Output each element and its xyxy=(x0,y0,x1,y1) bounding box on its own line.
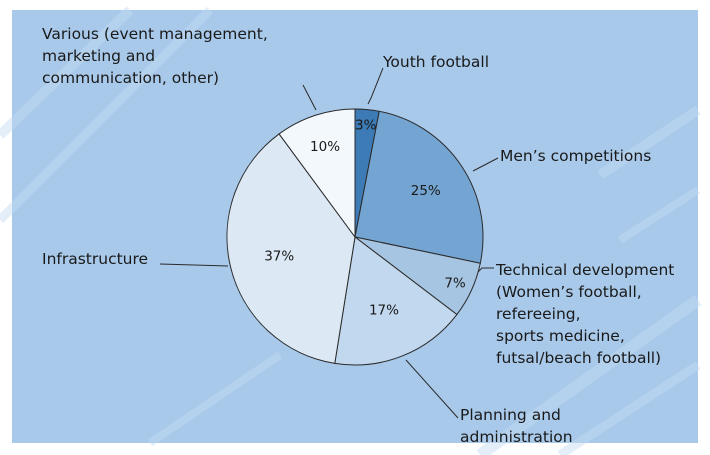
pie-slice xyxy=(278,108,356,239)
slice-percent-label: 7% xyxy=(444,276,466,292)
category-label: Men’s competitions xyxy=(500,147,651,165)
pie-slice xyxy=(354,110,484,264)
slice-percent-label: 10% xyxy=(310,139,340,155)
category-label: Various (event management, marketing and c… xyxy=(42,25,268,87)
background-stripe xyxy=(0,6,214,224)
slice-percent-label: 3% xyxy=(355,118,377,134)
category-label: Youth football xyxy=(382,53,489,71)
background-stripe xyxy=(476,295,702,455)
leader-line xyxy=(367,67,384,105)
category-label: Planning and administration xyxy=(460,406,573,446)
pie-slice xyxy=(226,133,356,364)
leader-line xyxy=(472,157,499,172)
background-stripe xyxy=(597,105,701,180)
background-stripe xyxy=(147,351,283,447)
leader-line xyxy=(405,359,459,419)
category-label: Infrastructure xyxy=(42,250,148,268)
slice-percent-label: 37% xyxy=(264,248,294,264)
pie-slice xyxy=(334,236,458,366)
pie-slices xyxy=(226,108,484,366)
leader-line xyxy=(302,84,317,111)
category-labels: Youth football Men’s competitions Technica… xyxy=(42,25,674,446)
background-stripe xyxy=(617,186,701,244)
background-stripe xyxy=(557,361,701,455)
background-stripes xyxy=(0,6,702,455)
leader-line xyxy=(477,267,494,273)
leader-lines xyxy=(159,67,499,419)
category-label: Technical development (Women’s football, r… xyxy=(495,261,674,367)
leader-line xyxy=(159,263,229,267)
slice-percent-label: 17% xyxy=(369,302,399,318)
slice-percent-label: 25% xyxy=(411,183,441,199)
background-stripe xyxy=(0,6,134,139)
percent-labels: 3% 25% 7% 17% 37% 10% xyxy=(264,118,466,319)
